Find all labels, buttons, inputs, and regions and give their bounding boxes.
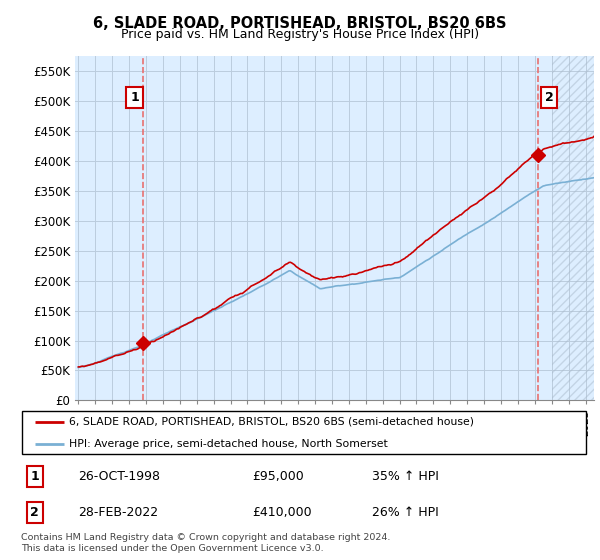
Text: 1: 1 (31, 470, 39, 483)
Text: 35% ↑ HPI: 35% ↑ HPI (372, 470, 439, 483)
Text: HPI: Average price, semi-detached house, North Somerset: HPI: Average price, semi-detached house,… (69, 438, 388, 449)
Bar (552, 56, 594, 400)
Text: Price paid vs. HM Land Registry's House Price Index (HPI): Price paid vs. HM Land Registry's House … (121, 28, 479, 41)
Text: 28-FEB-2022: 28-FEB-2022 (78, 506, 158, 519)
Text: £95,000: £95,000 (252, 470, 304, 483)
Text: 26-OCT-1998: 26-OCT-1998 (78, 470, 160, 483)
Text: 6, SLADE ROAD, PORTISHEAD, BRISTOL, BS20 6BS: 6, SLADE ROAD, PORTISHEAD, BRISTOL, BS20… (93, 16, 507, 31)
Text: 1: 1 (130, 91, 139, 104)
Text: This data is licensed under the Open Government Licence v3.0.: This data is licensed under the Open Gov… (21, 544, 323, 553)
Text: 6, SLADE ROAD, PORTISHEAD, BRISTOL, BS20 6BS (semi-detached house): 6, SLADE ROAD, PORTISHEAD, BRISTOL, BS20… (69, 417, 474, 427)
Text: Contains HM Land Registry data © Crown copyright and database right 2024.: Contains HM Land Registry data © Crown c… (21, 533, 391, 542)
Text: 2: 2 (31, 506, 39, 519)
Text: £410,000: £410,000 (252, 506, 311, 519)
Text: 2: 2 (545, 91, 554, 104)
FancyBboxPatch shape (22, 410, 586, 455)
Text: 26% ↑ HPI: 26% ↑ HPI (372, 506, 439, 519)
Bar (552, 56, 594, 400)
